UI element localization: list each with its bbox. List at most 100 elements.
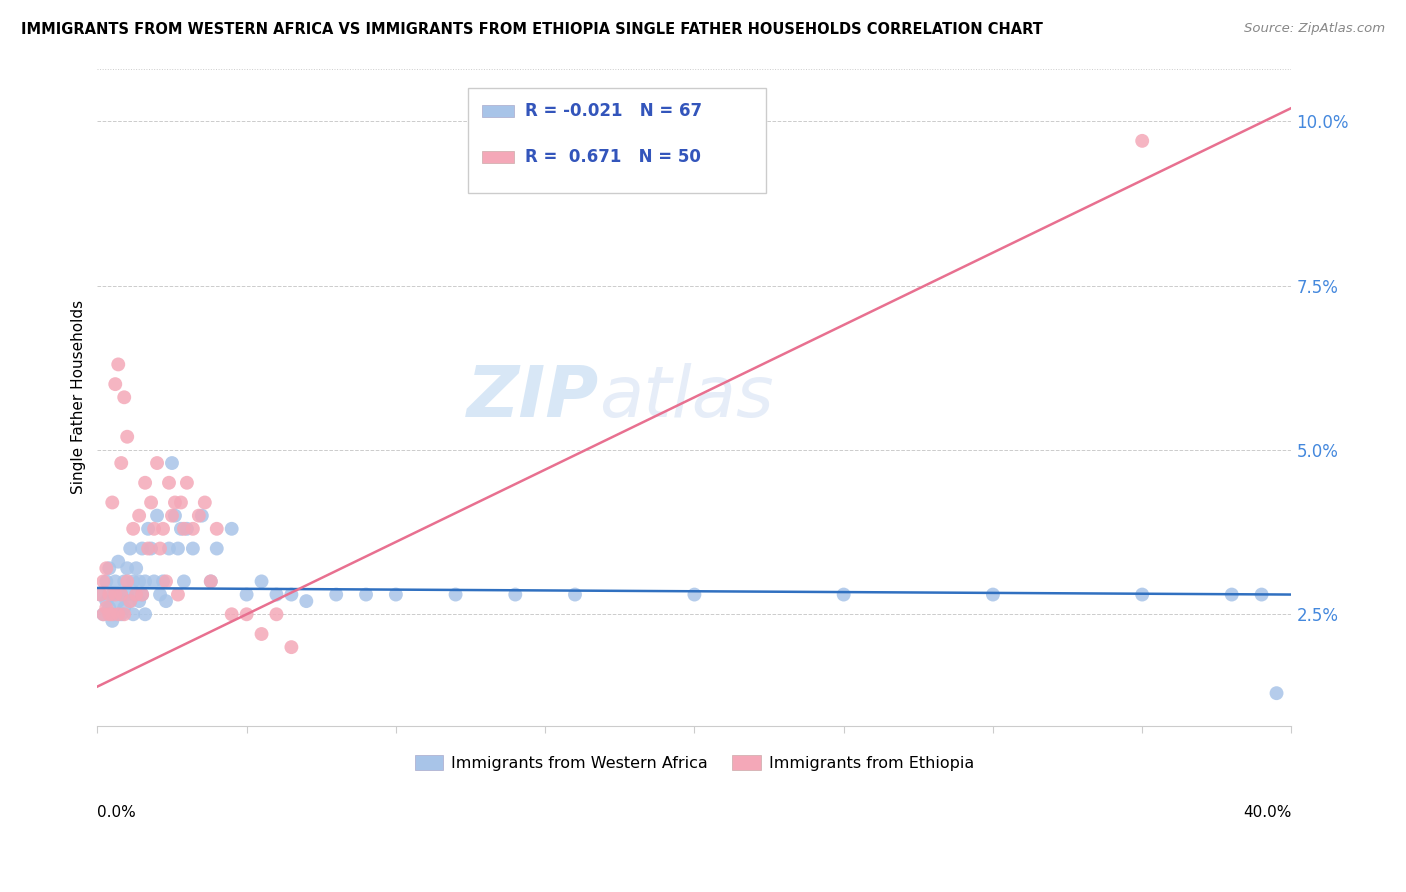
Point <box>149 541 172 556</box>
Point <box>112 600 135 615</box>
Point <box>96 561 118 575</box>
Point <box>98 588 121 602</box>
Point <box>96 600 118 615</box>
Point <box>104 588 127 602</box>
Point <box>683 588 706 602</box>
Point <box>112 574 135 589</box>
Point <box>110 588 132 602</box>
Point <box>136 522 159 536</box>
Point <box>235 588 257 602</box>
Point <box>91 574 114 589</box>
Point <box>176 475 198 490</box>
Point <box>200 574 222 589</box>
Point <box>131 541 153 556</box>
Point <box>160 508 183 523</box>
Y-axis label: Single Father Households: Single Father Households <box>72 301 86 494</box>
Point <box>325 588 347 602</box>
Text: Source: ZipAtlas.com: Source: ZipAtlas.com <box>1244 22 1385 36</box>
Point <box>981 588 1004 602</box>
Point <box>112 607 135 622</box>
Point <box>98 561 121 575</box>
Point <box>155 594 177 608</box>
Text: atlas: atlas <box>599 363 773 432</box>
Point <box>266 588 288 602</box>
Point <box>167 541 190 556</box>
Point <box>115 561 138 575</box>
Text: IMMIGRANTS FROM WESTERN AFRICA VS IMMIGRANTS FROM ETHIOPIA SINGLE FATHER HOUSEHO: IMMIGRANTS FROM WESTERN AFRICA VS IMMIGR… <box>21 22 1043 37</box>
Text: ZIP: ZIP <box>467 363 599 432</box>
Point <box>134 607 156 622</box>
Point <box>146 508 169 523</box>
Point <box>1265 686 1288 700</box>
Point <box>170 522 193 536</box>
Point <box>157 541 180 556</box>
Point <box>143 574 166 589</box>
Point <box>101 495 124 509</box>
Point <box>444 588 467 602</box>
Point <box>163 495 186 509</box>
Point <box>152 522 174 536</box>
Point <box>1250 588 1272 602</box>
Point <box>354 588 377 602</box>
Point <box>122 574 145 589</box>
Point <box>280 640 302 655</box>
Point <box>120 594 142 608</box>
Point <box>139 495 162 509</box>
Bar <box>482 152 515 163</box>
Point <box>205 522 228 536</box>
Point <box>110 456 132 470</box>
Point <box>280 588 302 602</box>
Point <box>170 495 193 509</box>
Point <box>250 574 273 589</box>
Point <box>101 607 124 622</box>
Point <box>115 430 138 444</box>
Point <box>1130 134 1153 148</box>
Text: 0.0%: 0.0% <box>97 805 136 820</box>
Point <box>152 574 174 589</box>
Point <box>104 607 127 622</box>
Point <box>104 377 127 392</box>
Point <box>221 522 243 536</box>
Point <box>173 574 195 589</box>
Point <box>139 541 162 556</box>
Point <box>96 574 118 589</box>
Point <box>101 588 124 602</box>
Point <box>104 574 127 589</box>
Point <box>160 456 183 470</box>
Point <box>176 522 198 536</box>
Point <box>115 574 138 589</box>
Point <box>155 574 177 589</box>
Point <box>98 607 121 622</box>
Point <box>143 522 166 536</box>
Bar <box>482 105 515 117</box>
Point <box>125 561 148 575</box>
Point <box>131 588 153 602</box>
Point <box>1130 588 1153 602</box>
Point <box>134 475 156 490</box>
Point <box>120 541 142 556</box>
Point <box>128 594 150 608</box>
Point <box>122 522 145 536</box>
Point <box>503 588 526 602</box>
Bar <box>468 88 766 194</box>
Point <box>122 607 145 622</box>
Text: 40.0%: 40.0% <box>1243 805 1292 820</box>
Point <box>1220 588 1243 602</box>
Point <box>107 607 129 622</box>
Point <box>221 607 243 622</box>
Point <box>101 614 124 628</box>
Point <box>91 607 114 622</box>
Point <box>89 588 111 602</box>
Point <box>91 607 114 622</box>
Point <box>107 555 129 569</box>
Point <box>98 600 121 615</box>
Point <box>181 541 204 556</box>
Text: R = -0.021   N = 67: R = -0.021 N = 67 <box>524 103 702 120</box>
Point <box>115 588 138 602</box>
Point <box>191 508 214 523</box>
Point <box>96 594 118 608</box>
Point <box>107 594 129 608</box>
Point <box>250 627 273 641</box>
Point <box>128 574 150 589</box>
Point <box>194 495 217 509</box>
